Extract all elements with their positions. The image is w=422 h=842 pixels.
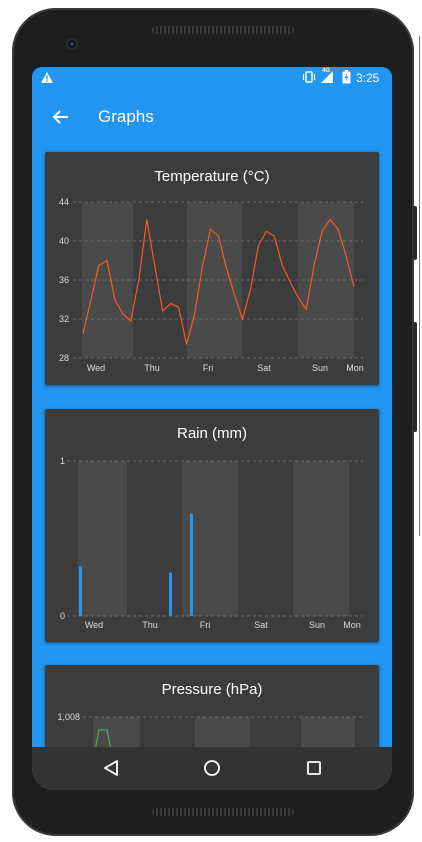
clock: 3:25 bbox=[356, 71, 380, 85]
power-button bbox=[413, 322, 417, 432]
arrow-back-icon[interactable] bbox=[50, 106, 72, 128]
rain-bar bbox=[169, 572, 172, 616]
volume-button bbox=[413, 206, 417, 260]
screen: 4G 3:25 Graphs Temperature (°C) 28 32 36 40… bbox=[32, 67, 392, 790]
edge-divider bbox=[419, 36, 420, 536]
pressure-chart-title: Pressure (hPa) bbox=[161, 681, 263, 698]
warning-icon bbox=[41, 72, 53, 83]
front-camera bbox=[66, 38, 78, 50]
navigation-bar bbox=[32, 747, 392, 790]
x-tick-label: Mon bbox=[346, 363, 364, 373]
y-tick-label: 1,008 bbox=[57, 712, 80, 722]
rain-chart: 0 1 Wed Thu Fri Sat Sun Mon bbox=[60, 456, 363, 630]
y-tick-label: 0 bbox=[60, 611, 65, 621]
temperature-chart-title: Temperature (°C) bbox=[154, 168, 270, 185]
day-band bbox=[78, 461, 127, 616]
x-tick-label: Fri bbox=[200, 620, 211, 630]
y-tick-label: 28 bbox=[59, 353, 69, 363]
temperature-chart: 28 32 36 40 44 Wed Thu Fri Sat Sun Mon bbox=[59, 197, 364, 373]
x-tick-label: Sun bbox=[309, 620, 325, 630]
status-bar: 4G 3:25 bbox=[32, 67, 392, 89]
y-tick-label: 1 bbox=[60, 456, 65, 466]
x-tick-label: Mon bbox=[343, 620, 361, 630]
battery-icon bbox=[342, 70, 351, 84]
y-tick-label: 40 bbox=[59, 236, 69, 246]
x-tick-label: Sun bbox=[312, 363, 328, 373]
square-recents-icon[interactable] bbox=[305, 758, 323, 778]
y-tick-label: 36 bbox=[59, 275, 69, 285]
x-tick-label: Fri bbox=[203, 363, 214, 373]
network-type: 4G bbox=[322, 68, 331, 74]
x-tick-label: Sat bbox=[254, 620, 268, 630]
temperature-line bbox=[82, 218, 355, 345]
day-band bbox=[82, 202, 133, 358]
x-tick-label: Wed bbox=[87, 363, 105, 373]
rain-chart-title: Rain (mm) bbox=[177, 425, 247, 442]
y-tick-label: 44 bbox=[59, 197, 69, 207]
earpiece-speaker bbox=[152, 26, 294, 34]
x-tick-label: Thu bbox=[142, 620, 158, 630]
y-tick-label: 32 bbox=[59, 314, 69, 324]
page-title: Graphs bbox=[98, 107, 154, 126]
triangle-back-icon[interactable] bbox=[102, 758, 120, 778]
x-tick-label: Thu bbox=[144, 363, 160, 373]
x-tick-label: Sat bbox=[257, 363, 271, 373]
rain-bar bbox=[190, 513, 193, 616]
rain-bar bbox=[79, 566, 82, 616]
signal-icon bbox=[321, 71, 333, 83]
day-band bbox=[293, 461, 349, 616]
rain-card: Rain (mm) 0 1 Wed Thu Fri Sat Sun Mon bbox=[45, 409, 379, 642]
pressure-line bbox=[94, 729, 112, 751]
x-tick-label: Wed bbox=[85, 620, 103, 630]
bottom-speaker bbox=[152, 808, 294, 816]
app-bar: Graphs bbox=[32, 89, 392, 145]
temperature-card: Temperature (°C) 28 32 36 40 44 Wed Thu Fri Sat S… bbox=[45, 152, 379, 385]
day-band bbox=[187, 202, 242, 358]
vibrate-icon bbox=[302, 71, 316, 83]
circle-home-icon[interactable] bbox=[202, 758, 222, 778]
